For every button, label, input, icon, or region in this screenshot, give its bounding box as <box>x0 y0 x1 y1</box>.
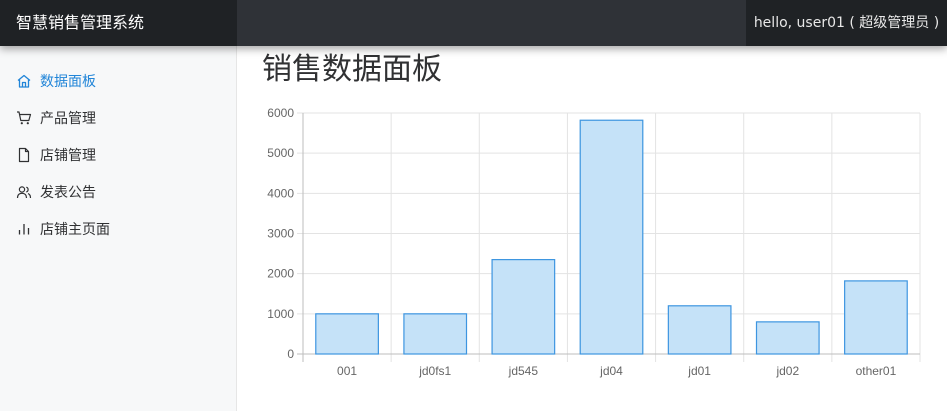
cart-icon <box>17 111 32 125</box>
y-tick-label: 0 <box>287 347 294 361</box>
bar <box>315 313 379 355</box>
page-title: 销售数据面板 <box>262 52 442 87</box>
sidebar-item-label: 数据面板 <box>40 74 96 90</box>
x-tick-label: jd04 <box>599 364 623 378</box>
app-title[interactable]: 智慧销售管理系统 <box>0 0 237 46</box>
y-tick-label: 2000 <box>267 267 294 281</box>
sidebar-item-label: 店铺主页面 <box>40 222 110 238</box>
bar <box>491 259 556 355</box>
x-tick-label: other01 <box>856 364 897 378</box>
sidebar-item-label: 发表公告 <box>40 185 96 201</box>
sidebar-item-dashboard[interactable]: 数据面板 <box>16 70 96 92</box>
y-tick-label: 3000 <box>267 227 294 241</box>
y-tick-label: 4000 <box>267 186 294 200</box>
home-icon <box>17 74 31 88</box>
bar <box>667 305 732 355</box>
sidebar-item-shop-home[interactable]: 店铺主页面 <box>16 218 110 240</box>
sidebar: 数据面板 产品管理 店铺管理 发表公告 店铺主页面 <box>0 46 237 411</box>
bar <box>755 321 820 355</box>
y-tick-label: 5000 <box>267 146 294 160</box>
x-tick-label: jd01 <box>687 364 711 378</box>
users-icon <box>16 186 32 199</box>
x-tick-label: jd545 <box>508 364 539 378</box>
bar <box>403 313 468 355</box>
x-tick-label: 001 <box>337 364 357 378</box>
sales-bar-chart: 0 1000 2000 3000 4000 5000 6000 001 jd0fs1 jd545 j… <box>267 106 921 378</box>
bar-chart-icon <box>18 224 30 235</box>
sidebar-item-shops[interactable]: 店铺管理 <box>16 144 96 166</box>
bar <box>844 280 908 355</box>
bar <box>579 119 644 355</box>
x-tick-label: jd02 <box>775 364 799 378</box>
y-tick-label: 1000 <box>267 307 294 321</box>
file-icon <box>18 147 30 163</box>
user-menu[interactable]: hello, user01 ( 超级管理员 ) <box>746 0 947 46</box>
y-tick-label: 6000 <box>267 106 294 120</box>
sidebar-item-products[interactable]: 产品管理 <box>16 107 96 129</box>
x-tick-label: jd0fs1 <box>418 364 451 378</box>
sidebar-item-announcements[interactable]: 发表公告 <box>16 181 96 203</box>
top-bar: 智慧销售管理系统 hello, user01 ( 超级管理员 ) <box>0 0 947 46</box>
sidebar-item-label: 店铺管理 <box>40 148 96 164</box>
sidebar-item-label: 产品管理 <box>40 111 96 127</box>
